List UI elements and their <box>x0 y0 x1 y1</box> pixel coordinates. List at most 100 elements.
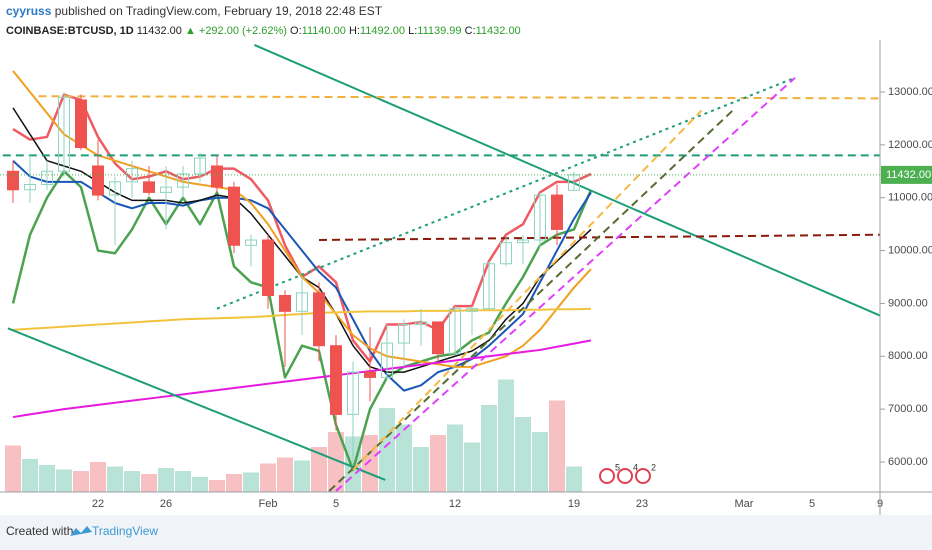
volume-bar <box>56 469 72 492</box>
x-tick-label: 5 <box>809 498 815 510</box>
volume-bar <box>430 435 446 492</box>
ohlc-key: L: <box>408 25 417 37</box>
indicator-line <box>12 159 592 392</box>
x-tick-label: 5 <box>333 498 339 510</box>
candle-body <box>228 186 240 246</box>
volume-bar <box>90 462 106 492</box>
y-tick-label: 13000.00 <box>888 86 932 98</box>
price: 11432.00 <box>137 25 182 37</box>
volume-bar <box>39 465 55 492</box>
volume-bar <box>141 474 157 492</box>
candle-body <box>483 263 495 310</box>
created-with: Created with <box>6 524 73 538</box>
brand[interactable]: TradingView <box>92 524 158 538</box>
trendline <box>328 107 737 492</box>
ohlc-value: 11432.00 <box>476 25 521 37</box>
candle-body <box>415 321 427 326</box>
event-count: 2 <box>651 462 656 472</box>
y-tick-label: 11000.00 <box>888 192 932 204</box>
x-tick-label: 12 <box>449 498 461 510</box>
volume-bar <box>464 442 480 492</box>
event-badge[interactable] <box>617 468 633 484</box>
published: published on TradingView.com, February 1… <box>55 4 383 18</box>
ohlc-value: 11492.00 <box>360 25 405 37</box>
last-price-box <box>881 165 932 184</box>
indicator-line <box>12 339 592 419</box>
x-tick-label: Feb <box>259 498 278 510</box>
volume-bar <box>362 435 378 492</box>
volume-bar <box>413 447 429 492</box>
ohlc-key: O: <box>290 25 302 37</box>
y-tick-label: 12000.00 <box>888 139 932 151</box>
candle-body <box>279 294 291 312</box>
volume-bar <box>532 432 548 492</box>
volume-bar <box>328 432 344 492</box>
indicator-line <box>11 170 593 472</box>
trendline <box>335 76 796 492</box>
volume-bar <box>158 468 174 492</box>
candle-body <box>500 242 512 265</box>
candle-body <box>347 371 359 415</box>
symbol-line: COINBASE:BTCUSD, 1D 11432.00 ▲ +292.00 (… <box>6 25 521 37</box>
x-tick-label: 19 <box>568 498 580 510</box>
candle-body <box>24 184 36 191</box>
ohlc-value: 11140.00 <box>302 25 346 37</box>
candle-body <box>160 186 172 193</box>
ohlc-key: C: <box>465 25 476 37</box>
candle-body <box>398 324 410 344</box>
volume-bar <box>209 480 225 492</box>
volume-bar <box>311 447 327 492</box>
x-tick-label: Mar <box>735 498 754 510</box>
candle-body <box>534 194 546 241</box>
candle-body <box>313 292 325 347</box>
x-tick-label: 26 <box>160 498 172 510</box>
y-tick-label: 9000.00 <box>888 297 928 309</box>
candle-body <box>211 165 223 188</box>
candle-body <box>381 342 393 378</box>
trendline <box>352 109 703 471</box>
volume-bar <box>294 460 310 492</box>
volume-bar <box>566 466 582 492</box>
y-tick-label: 10000.00 <box>888 244 932 256</box>
ohlc-value: 11139.99 <box>417 25 461 37</box>
candle-body <box>364 371 376 378</box>
candle-body <box>92 165 104 196</box>
volume-bar <box>5 445 21 492</box>
candle-body <box>58 96 70 172</box>
footer-bar <box>0 515 932 550</box>
volume-bar <box>260 463 276 492</box>
event-badge[interactable] <box>599 468 615 484</box>
symbol: COINBASE:BTCUSD, 1D <box>6 25 134 37</box>
volume-bar <box>447 424 463 492</box>
event-count: 4 <box>633 462 638 472</box>
event-count: 5 <box>615 462 620 472</box>
y-tick-label: 7000.00 <box>888 403 928 415</box>
candle-body <box>568 174 580 191</box>
volume-bar <box>226 474 242 492</box>
candle-body <box>449 308 461 355</box>
candle-body <box>194 157 206 175</box>
author[interactable]: cyyruss <box>6 4 52 18</box>
candle-body <box>517 239 529 244</box>
volume-bar <box>498 379 514 492</box>
last-price-label: 11432.00 <box>886 169 931 181</box>
volume-bar <box>396 424 412 492</box>
change: +292.00 (+2.62%) <box>199 25 287 37</box>
logo[interactable] <box>70 526 92 536</box>
volume-bar <box>549 400 565 492</box>
candle-body <box>177 173 189 188</box>
event-badge[interactable] <box>635 468 651 484</box>
indicator-line <box>12 70 592 368</box>
trendline <box>254 44 881 317</box>
candle-body <box>296 292 308 312</box>
volume-bar <box>379 408 395 492</box>
plot: 6000.00 7000.00 8000.00 9000.00 10000.00 1100… <box>0 44 932 510</box>
publish-line: cyyruss published on TradingView.com, Fe… <box>6 4 383 18</box>
volume-bar <box>22 459 38 492</box>
x-tick-label: 23 <box>636 498 648 510</box>
volume-bar <box>243 472 259 492</box>
trendline <box>7 327 386 481</box>
candle-body <box>432 321 444 355</box>
candle-body <box>262 239 274 296</box>
y-tick-label: 6000.00 <box>888 456 928 468</box>
